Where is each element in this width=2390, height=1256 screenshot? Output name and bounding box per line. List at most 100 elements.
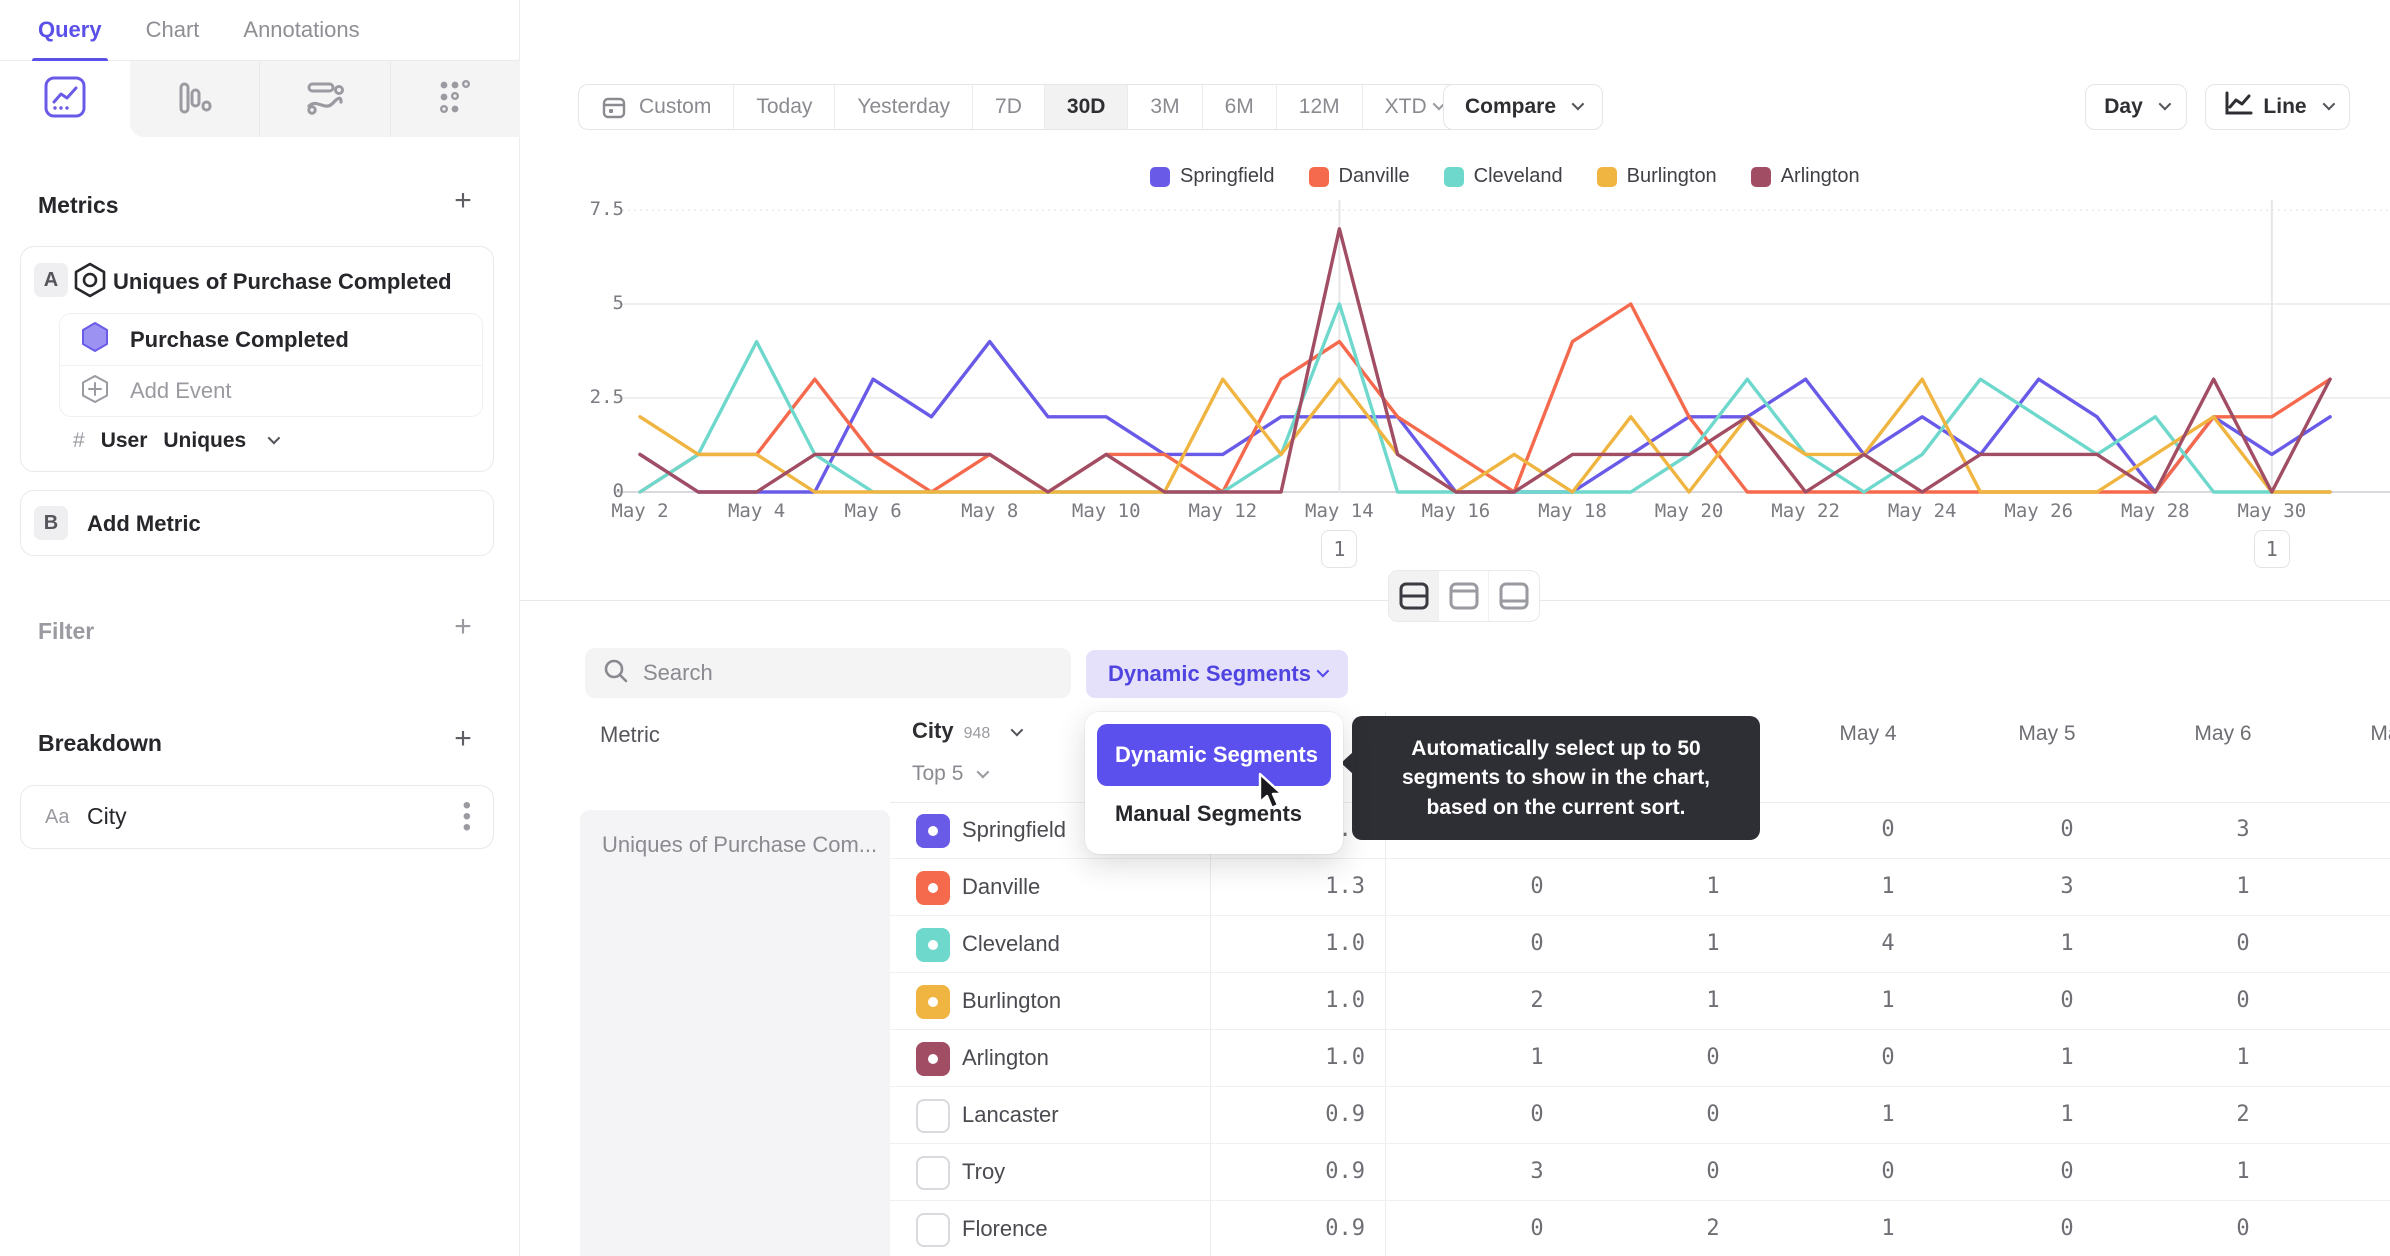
search-input[interactable] — [643, 660, 1043, 686]
segment-name[interactable]: Springfield — [962, 817, 1066, 842]
segment-value: 0 — [1881, 1045, 1895, 1070]
segment-value: 0 — [1530, 931, 1544, 956]
x-tick-label: May 8 — [961, 500, 1019, 522]
checked-segment-checkbox[interactable] — [916, 928, 950, 962]
tab-chart[interactable]: Chart — [145, 17, 200, 42]
segments-mode-button[interactable]: Dynamic Segments — [1086, 650, 1348, 698]
range-custom[interactable]: Custom — [579, 85, 735, 129]
range-7d[interactable]: 7D — [973, 85, 1045, 129]
tab-query[interactable]: Query — [32, 0, 108, 63]
segment-value: 1 — [2060, 1102, 2074, 1127]
segment-search — [585, 648, 1071, 698]
legend-item-burlington[interactable]: Burlington — [1596, 165, 1717, 188]
legend-item-springfield[interactable]: Springfield — [1150, 165, 1275, 188]
line-chart[interactable] — [520, 160, 2390, 520]
range-12m[interactable]: 12M — [1277, 85, 1363, 129]
dropdown-item-dynamic-segments[interactable]: Dynamic Segments — [1097, 724, 1331, 786]
chart-style-button[interactable]: Line — [2205, 84, 2350, 130]
add-event-plus-icon — [80, 374, 110, 409]
checked-segment-checkbox[interactable] — [916, 814, 950, 848]
scatter-grid-icon — [434, 76, 476, 123]
top-n-selector[interactable]: Top 5 — [912, 762, 990, 786]
range-label: Custom — [639, 95, 712, 118]
granularity-button[interactable]: Day — [2085, 84, 2187, 130]
column-divider — [1210, 712, 1211, 1256]
table-row-cleveland: Cleveland 1.0 0 1 4 1 0 — [890, 916, 2390, 973]
x-tick-label: May 16 — [1421, 500, 1491, 522]
unchecked-segment-checkbox[interactable] — [916, 1099, 950, 1133]
x-tick-label: May 20 — [1654, 500, 1724, 522]
measure-selector[interactable]: # User Uniques — [73, 429, 281, 453]
range-label: 6M — [1224, 95, 1254, 118]
add-filter-plus-icon[interactable]: + — [454, 610, 472, 643]
breakdown-city-card[interactable]: Aa City • • • — [20, 785, 494, 849]
chart-line-burlington — [638, 377, 2332, 494]
range-30d[interactable]: 30D — [1044, 85, 1129, 129]
range-3m[interactable]: 3M — [1128, 85, 1203, 129]
date-range-control: Custom Today Yesterday 7D 30D 3M 6M 12M XTD — [578, 84, 1465, 130]
segment-value: 0 — [1530, 874, 1544, 899]
legend-item-arlington[interactable]: Arlington — [1750, 165, 1860, 188]
city-column-header[interactable]: City 948 — [912, 718, 1023, 744]
granularity-label: Day — [2104, 95, 2143, 118]
add-event-row[interactable]: Add Event — [60, 365, 482, 416]
chart-type-tabs — [0, 61, 520, 137]
metric-b-badge: B — [34, 506, 68, 540]
add-metric-label: Add Metric — [87, 511, 201, 536]
range-6m[interactable]: 6M — [1203, 85, 1277, 129]
x-tick-label: May 4 — [727, 500, 786, 522]
search-icon — [603, 658, 629, 689]
checked-segment-checkbox[interactable] — [916, 871, 950, 905]
event-row-purchase-completed[interactable]: Purchase Completed — [60, 314, 482, 365]
segment-name[interactable]: Troy — [962, 1159, 1006, 1184]
segment-value: 0 — [1530, 1216, 1544, 1241]
legend-item-cleveland[interactable]: Cleveland — [1443, 165, 1563, 188]
date-column-header: May 6 — [2194, 722, 2252, 745]
range-xtd[interactable]: XTD — [1363, 85, 1464, 129]
checked-segment-checkbox[interactable] — [916, 985, 950, 1019]
chart-legend: Springfield Danville Cleveland Burlington Ar… — [1150, 165, 1860, 188]
segment-name[interactable]: Florence — [962, 1216, 1048, 1241]
legend-label: Cleveland — [1473, 165, 1563, 187]
unchecked-segment-checkbox[interactable] — [916, 1156, 950, 1190]
legend-item-danville[interactable]: Danville — [1308, 165, 1410, 188]
range-label: Yesterday — [857, 95, 951, 118]
segments-mode-dropdown: Dynamic Segments Manual Segments — [1085, 712, 1343, 854]
segment-name[interactable]: Lancaster — [962, 1102, 1059, 1127]
range-today[interactable]: Today — [734, 85, 836, 129]
layout-split-button[interactable] — [1389, 571, 1439, 621]
date-column-header: May 5 — [2018, 722, 2076, 745]
tab-line-chart[interactable] — [0, 61, 130, 137]
segment-value: 0 — [2236, 1216, 2250, 1241]
segment-name[interactable]: Cleveland — [962, 931, 1060, 956]
kebab-menu-icon[interactable]: • • • — [462, 792, 471, 841]
metric-a-title[interactable]: Uniques of Purchase Completed — [113, 269, 452, 294]
annotation-badge-may-14[interactable]: 1 — [1321, 530, 1358, 568]
dropdown-item-manual-segments[interactable]: Manual Segments — [1115, 801, 1303, 826]
unchecked-segment-checkbox[interactable] — [916, 1213, 950, 1247]
segment-value: 3 — [2236, 817, 2250, 842]
segment-name[interactable]: Danville — [962, 874, 1041, 899]
layout-top-button[interactable] — [1439, 571, 1489, 621]
x-tick-label: May 24 — [1887, 500, 1957, 522]
add-metric-plus-icon[interactable]: + — [454, 184, 472, 217]
event-hexagon-icon — [80, 321, 110, 358]
range-yesterday[interactable]: Yesterday — [835, 85, 974, 129]
segment-name[interactable]: Burlington — [962, 988, 1062, 1013]
segment-value: 4 — [1881, 931, 1895, 956]
metrics-heading: Metrics — [38, 192, 119, 218]
tab-annotations[interactable]: Annotations — [243, 17, 360, 42]
tab-flow-chart[interactable] — [260, 61, 391, 137]
table-row-danville: Danville 1.3 0 1 1 3 1 — [890, 859, 2390, 916]
metric-b-card[interactable]: B Add Metric — [20, 490, 494, 556]
layout-bottom-button[interactable] — [1489, 571, 1539, 621]
checked-segment-checkbox[interactable] — [916, 1042, 950, 1076]
annotation-badge-may-30[interactable]: 1 — [2253, 530, 2290, 568]
add-breakdown-plus-icon[interactable]: + — [454, 722, 472, 755]
compare-button[interactable]: Compare — [1443, 84, 1603, 130]
x-tick-label: May 30 — [2237, 500, 2307, 522]
tab-bar-chart[interactable] — [129, 61, 260, 137]
segment-name[interactable]: Arlington — [962, 1045, 1049, 1070]
tab-scatter-grid[interactable] — [390, 61, 520, 137]
